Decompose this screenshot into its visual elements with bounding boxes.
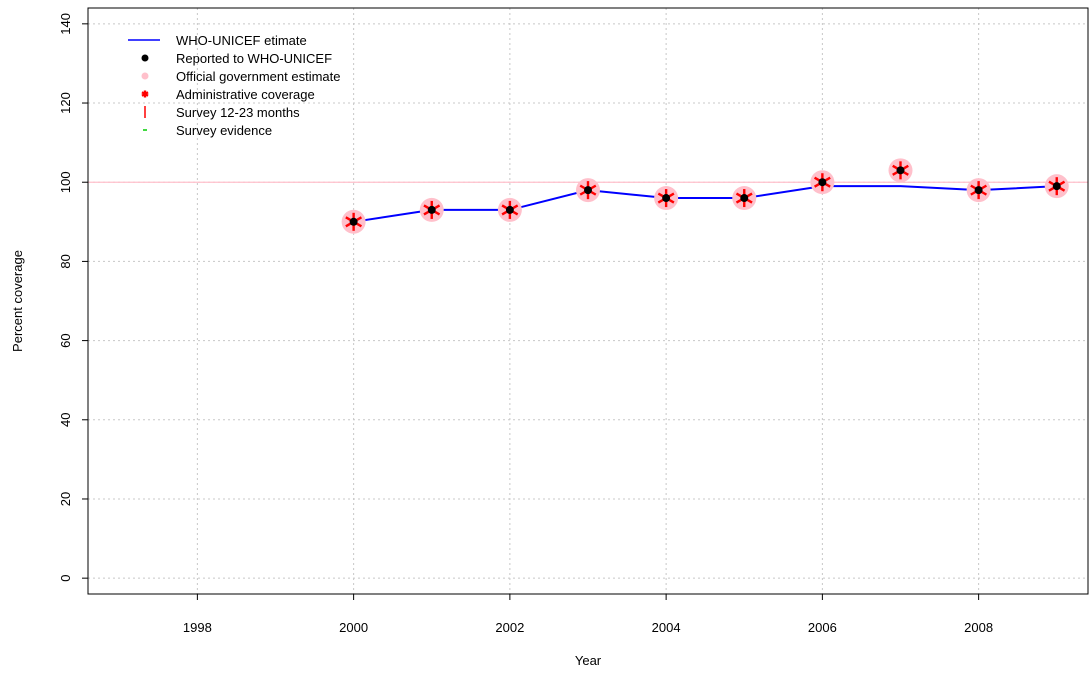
data-marks xyxy=(341,158,1069,234)
y-tick-label: 80 xyxy=(58,254,73,268)
star-stroke xyxy=(141,91,149,97)
legend-item: Survey evidence xyxy=(143,123,272,138)
y-tick-label: 100 xyxy=(58,171,73,193)
reported-point xyxy=(896,166,905,175)
reported-point xyxy=(740,194,749,203)
x-tick-label: 2008 xyxy=(964,620,993,635)
x-tick-label: 2006 xyxy=(808,620,837,635)
legend-dot-icon xyxy=(141,54,149,62)
plot-frame xyxy=(87,7,1089,595)
reported-point xyxy=(974,186,983,195)
legend-item: Reported to WHO-UNICEF xyxy=(141,51,332,66)
legend: WHO-UNICEF etimate Reported to WHO-UNICEF… xyxy=(128,33,341,138)
legend-label: Survey evidence xyxy=(176,123,272,138)
y-axis-label: Percent coverage xyxy=(10,250,25,352)
legend-disc-icon xyxy=(141,72,149,80)
reported-point xyxy=(427,205,436,214)
reported-point xyxy=(584,186,592,195)
legend-label: Survey 12-23 months xyxy=(176,105,300,120)
y-tick-label: 120 xyxy=(58,92,73,114)
y-tick-label: 0 xyxy=(58,575,73,582)
reported-point xyxy=(1052,182,1061,191)
legend-item: WHO-UNICEF etimate xyxy=(128,33,307,48)
y-tick-label: 20 xyxy=(58,492,73,506)
y-tick-label: 60 xyxy=(58,333,73,347)
x-axis: 1998 2000 2002 2004 2006 2008 xyxy=(183,594,993,635)
y-tick-label: 140 xyxy=(58,13,73,35)
reported-point xyxy=(505,205,514,214)
x-tick-label: 1998 xyxy=(183,620,212,635)
legend-label: WHO-UNICEF etimate xyxy=(176,33,307,48)
legend-label: Administrative coverage xyxy=(176,87,315,102)
legend-item: Official government estimate xyxy=(141,69,341,84)
legend-item: Survey 12-23 months xyxy=(144,105,300,120)
legend-item: Administrative coverage xyxy=(141,87,315,102)
x-tick-label: 2000 xyxy=(339,620,368,635)
legend-label: Reported to WHO-UNICEF xyxy=(176,51,332,66)
legend-label: Official government estimate xyxy=(176,69,341,84)
estimate-line xyxy=(353,185,1057,223)
y-axis: 0 20 40 60 80 100 120 140 xyxy=(58,13,88,582)
y-tick-label: 40 xyxy=(58,413,73,427)
reported-point xyxy=(818,178,827,187)
x-tick-label: 2004 xyxy=(652,620,681,635)
estimate-series xyxy=(353,185,1057,223)
reported-point xyxy=(349,217,358,226)
legend-star-icon xyxy=(141,90,149,98)
x-tick-label: 2002 xyxy=(495,620,524,635)
reported-point xyxy=(662,194,671,203)
x-axis-label: Year xyxy=(575,653,602,668)
